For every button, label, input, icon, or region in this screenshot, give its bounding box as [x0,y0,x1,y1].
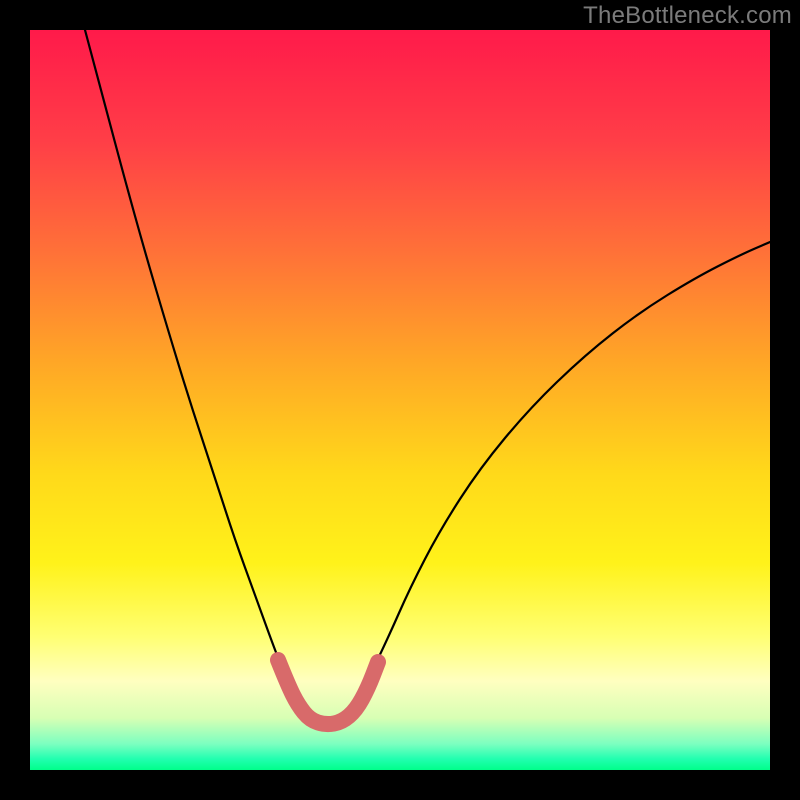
gradient-background [30,30,770,770]
chart-frame: TheBottleneck.com [0,0,800,800]
watermark-text: TheBottleneck.com [583,2,792,30]
bottleneck-chart [30,30,770,770]
chart-svg [30,30,770,770]
